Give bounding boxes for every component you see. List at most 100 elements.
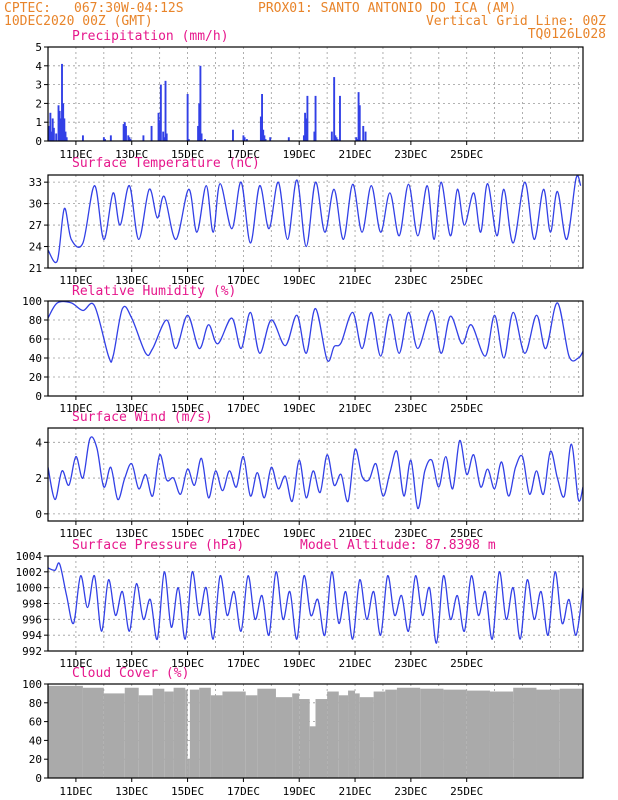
cloud-cover-bar	[299, 699, 310, 778]
y-tick-label: 1	[35, 116, 42, 129]
x-tick-label: 21DEC	[338, 274, 371, 287]
series-line	[48, 436, 583, 510]
x-tick-label: 13DEC	[115, 274, 148, 287]
y-tick-label: 994	[22, 629, 42, 642]
precip-bar	[269, 137, 272, 141]
header-source: CPTEC:	[4, 1, 51, 16]
precip-bar	[157, 112, 160, 141]
cloud-cover-bar	[185, 689, 188, 778]
x-tick-label: 13DEC	[115, 402, 148, 415]
cloud-cover-bar	[513, 687, 537, 778]
cloud-cover-bar	[309, 726, 316, 778]
precip-bar	[355, 137, 358, 141]
x-tick-label: 15DEC	[171, 785, 204, 798]
precip-bar	[122, 124, 125, 141]
x-tick-label: 15DEC	[171, 527, 204, 540]
cloud-cover-bar	[315, 699, 328, 778]
cloud-cover-bar	[348, 690, 356, 778]
precip-bar	[51, 118, 54, 141]
precip-bar	[259, 116, 262, 141]
header-model-id: TQ0126L028	[528, 27, 606, 42]
cloud-cover-bar	[359, 697, 374, 778]
x-tick-label: 19DEC	[283, 527, 316, 540]
cloud-cover-bar	[199, 687, 211, 778]
y-tick-label: 20	[29, 753, 42, 766]
y-tick-label: 24	[29, 241, 43, 254]
y-tick-label: 33	[29, 176, 42, 189]
precip-bar	[165, 133, 168, 141]
y-tick-label: 3	[35, 79, 42, 92]
x-tick-label: 15DEC	[171, 402, 204, 415]
y-tick-label: 40	[29, 734, 42, 747]
x-tick-label: 17DEC	[227, 785, 260, 798]
x-tick-label: 25DEC	[450, 785, 483, 798]
precip-bar	[262, 129, 265, 141]
y-tick-label: 30	[29, 198, 42, 211]
panel-1: Precipitation (mm/h) 0 1 2 3 4 5 11DEC 13DEC 15DE…	[35, 29, 584, 161]
precip-bar	[159, 84, 162, 141]
precip-bar	[333, 77, 336, 141]
y-tick-label: 60	[29, 333, 42, 346]
y-tick-label: 4	[35, 60, 42, 73]
precip-bar	[55, 133, 58, 141]
precip-bar	[142, 135, 145, 141]
precip-bar	[57, 105, 60, 141]
x-tick-label: 17DEC	[227, 274, 260, 287]
x-tick-label: 23DEC	[394, 657, 427, 670]
cloud-cover-bar	[187, 759, 190, 778]
y-tick-label: 0	[35, 508, 42, 521]
x-tick-label: 17DEC	[227, 402, 260, 415]
cloud-cover-bar	[536, 689, 560, 778]
precip-bar	[163, 137, 166, 141]
precip-bar	[242, 135, 245, 141]
panel-6: Cloud Cover (%) 0 20 40 60 80 100 11DEC 13DEC 15D…	[22, 666, 584, 798]
header-run-date: 10DEC2020 00Z (GMT)	[4, 14, 153, 29]
precip-bar	[127, 135, 130, 141]
header-station: PROX01: SANTO ANTONIO DO ICA (AM)	[258, 1, 516, 16]
panel-4: Surface Wind (m/s) 0 2 4 11DEC 13DEC 15DEC 17DE…	[35, 410, 584, 540]
panel-title: Precipitation (mm/h)	[72, 29, 229, 44]
y-tick-label: 80	[29, 314, 42, 327]
precip-bar	[336, 139, 339, 141]
plot-frame	[47, 555, 584, 652]
x-tick-label: 15DEC	[171, 274, 204, 287]
x-tick-label: 21DEC	[338, 148, 371, 161]
panel-annotation: Model Altitude: 87.8398 m	[300, 538, 496, 553]
precip-bar	[357, 92, 360, 141]
cloud-cover-bar	[292, 693, 300, 778]
precip-bar	[81, 135, 84, 141]
precip-bar	[335, 137, 338, 141]
x-tick-label: 25DEC	[450, 402, 483, 415]
cloud-cover-bar	[355, 693, 360, 778]
x-tick-label: 19DEC	[283, 657, 316, 670]
panel-title: Cloud Cover (%)	[72, 666, 189, 681]
x-tick-label: 23DEC	[394, 402, 427, 415]
precip-bar	[330, 131, 333, 141]
plot-frame	[47, 174, 584, 269]
x-tick-label: 23DEC	[394, 785, 427, 798]
cloud-cover-bar	[222, 691, 246, 778]
y-tick-label: 4	[35, 436, 42, 449]
cloud-cover-bar	[48, 685, 83, 778]
panel-3: Relative Humidity (%) 0 20 40 60 80 100 11DEC 13…	[22, 284, 584, 415]
x-tick-label: 13DEC	[115, 657, 148, 670]
x-tick-label: 11DEC	[59, 527, 92, 540]
precip-bar	[186, 94, 189, 141]
y-tick-label: 1002	[16, 566, 43, 579]
precip-bar	[158, 120, 161, 141]
y-tick-label: 0	[35, 135, 42, 148]
precip-bar	[104, 139, 106, 141]
precip-bar	[125, 125, 127, 141]
precip-bar	[358, 105, 361, 141]
precip-bar	[197, 125, 200, 141]
x-tick-label: 19DEC	[283, 785, 316, 798]
cloud-cover-bar	[275, 697, 293, 778]
y-tick-label: 2	[35, 472, 42, 485]
precip-bar	[287, 137, 290, 141]
y-tick-label: 27	[29, 219, 42, 232]
x-tick-label: 15DEC	[171, 657, 204, 670]
precip-bar	[64, 131, 67, 141]
cloud-cover-bar	[396, 687, 421, 778]
y-tick-label: 100	[22, 678, 42, 691]
